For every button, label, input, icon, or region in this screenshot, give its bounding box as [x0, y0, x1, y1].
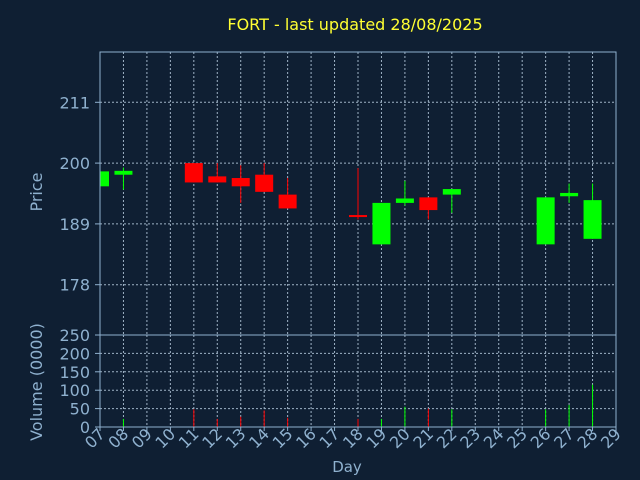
price-tick-label: 200	[59, 154, 90, 173]
price-tick-label: 211	[59, 93, 90, 112]
candle-21	[419, 197, 438, 220]
candle-11	[184, 163, 203, 183]
candle-14	[255, 163, 274, 192]
candle-body	[255, 174, 274, 192]
candle-08	[114, 167, 133, 190]
price-axis-ticks: 178 189 200 211	[59, 93, 100, 295]
candle-body	[184, 163, 203, 183]
candle-body	[372, 202, 391, 245]
price-tick-label: 189	[59, 215, 90, 234]
volume-tick-label: 250	[59, 326, 90, 345]
candle-07	[99, 171, 109, 187]
volume-panel-frame	[99, 334, 617, 428]
day-axis-ticks: 0708091011121314151617181920212223242526…	[81, 424, 625, 452]
candle-28	[583, 183, 602, 239]
volume-bars	[122, 384, 594, 427]
volume-axis-label: Volume (0000)	[27, 323, 46, 441]
volume-tick-label: 200	[59, 344, 90, 363]
candle-body	[231, 178, 250, 187]
chart-title: FORT - last updated 28/08/2025	[227, 15, 482, 34]
volume-grid	[99, 335, 617, 427]
candle-12	[208, 163, 227, 183]
price-candles	[99, 163, 602, 245]
candle-body	[442, 189, 461, 195]
candle-body	[395, 198, 414, 203]
candle-22	[442, 189, 461, 213]
candle-15	[278, 178, 297, 209]
candle-body	[114, 170, 133, 175]
candle-13	[231, 165, 250, 203]
day-axis-label: Day	[332, 458, 362, 476]
day-tick-label: 29	[597, 424, 625, 452]
price-axis-label: Price	[27, 172, 46, 211]
candle-body	[536, 197, 555, 245]
candle-19	[372, 202, 391, 245]
candle-body	[100, 171, 109, 187]
candle-body	[278, 194, 297, 209]
volume-tick-label: 150	[59, 363, 90, 382]
volume-tick-label: 100	[59, 381, 90, 400]
volume-tick-label: 50	[70, 400, 90, 419]
price-tick-label: 178	[59, 276, 90, 295]
candle-18	[349, 168, 367, 220]
candle-body	[208, 176, 227, 183]
candle-body	[419, 197, 438, 211]
candle-body	[349, 215, 367, 218]
volume-tick-label: 0	[80, 418, 90, 437]
candle-27	[560, 183, 579, 203]
candle-body	[583, 200, 602, 239]
candle-20	[395, 180, 414, 206]
candle-26	[536, 197, 555, 245]
candle-body	[560, 192, 579, 197]
